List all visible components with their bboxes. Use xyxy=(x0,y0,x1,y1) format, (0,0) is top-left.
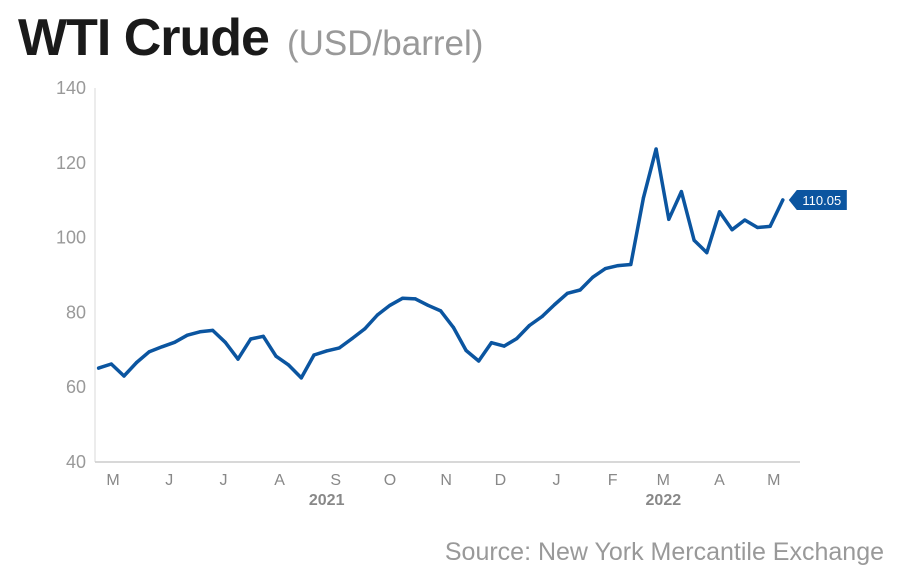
y-tick-label: 100 xyxy=(56,228,86,248)
x-tick-label: F xyxy=(608,472,618,489)
price-point xyxy=(97,366,101,370)
price-point xyxy=(198,330,202,334)
y-tick-label: 80 xyxy=(66,302,86,322)
x-tick-label: A xyxy=(274,472,285,489)
price-point xyxy=(768,224,772,228)
price-point xyxy=(375,313,379,317)
year-labels: 2021 2022 xyxy=(309,492,681,509)
price-point xyxy=(679,190,684,194)
price-point xyxy=(654,147,658,151)
price-point xyxy=(350,337,354,341)
price-point xyxy=(426,303,430,307)
price-point xyxy=(325,349,329,353)
price-point xyxy=(261,334,265,338)
x-tick-label: N xyxy=(440,472,452,489)
price-point xyxy=(692,238,696,242)
y-tick-label: 140 xyxy=(56,78,86,98)
price-point xyxy=(705,251,709,255)
price-point xyxy=(413,297,417,301)
price-point xyxy=(185,333,189,337)
x-tick-label: M xyxy=(657,472,670,489)
price-point xyxy=(755,225,760,230)
price-point xyxy=(527,323,532,328)
x-tick-label: D xyxy=(495,472,507,489)
price-point xyxy=(236,357,240,361)
price-point xyxy=(388,303,392,307)
price-point xyxy=(641,196,646,200)
price-point xyxy=(439,309,443,313)
last-value-label: 110.05 xyxy=(802,193,841,208)
price-point xyxy=(743,218,747,222)
price-point xyxy=(565,291,570,295)
y-tick-label: 120 xyxy=(56,153,86,173)
price-point xyxy=(629,262,633,267)
price-point xyxy=(540,314,544,319)
x-tick-label: O xyxy=(384,472,396,489)
price-point xyxy=(211,328,215,332)
price-point xyxy=(464,348,468,353)
price-point xyxy=(553,302,557,307)
price-point xyxy=(717,210,722,214)
price-point xyxy=(337,346,341,350)
price-point xyxy=(591,275,595,279)
price-point xyxy=(160,345,164,349)
price-point xyxy=(287,363,291,367)
price-point xyxy=(616,264,620,268)
x-tick-label: S xyxy=(330,472,341,489)
price-point xyxy=(667,217,671,221)
last-value-flag: 110.05 xyxy=(788,190,847,211)
source-note: Source: New York Mercantile Exchange xyxy=(445,538,884,566)
price-line xyxy=(96,147,785,380)
price-point xyxy=(249,337,253,341)
price-point xyxy=(578,288,582,292)
price-point xyxy=(223,340,227,344)
price-point xyxy=(173,340,177,344)
chart-title-main: WTI Crude xyxy=(18,9,269,67)
price-point xyxy=(122,374,126,378)
x-tick-label: A xyxy=(714,472,725,489)
y-tick-label: 40 xyxy=(66,452,86,472)
price-point xyxy=(781,198,785,202)
price-point xyxy=(451,325,455,329)
x-tick-label: J xyxy=(220,472,228,489)
price-point xyxy=(274,354,278,358)
last-value-flag-shape xyxy=(788,190,847,211)
x-tick-label: M xyxy=(106,472,119,489)
price-point xyxy=(299,376,303,380)
series-layer xyxy=(96,147,785,380)
x-tick-label: J xyxy=(165,472,173,489)
year-label: 2021 xyxy=(309,492,345,509)
price-point xyxy=(502,344,506,348)
price-point xyxy=(363,327,367,331)
price-point xyxy=(135,360,139,365)
price-point xyxy=(730,228,734,232)
price-point xyxy=(489,341,493,345)
price-point xyxy=(603,267,608,271)
chart-title: WTI Crude (USD/barrel) xyxy=(18,9,483,67)
price-point xyxy=(312,353,316,357)
chart-title-unit: (USD/barrel) xyxy=(287,24,483,63)
x-tick-label: J xyxy=(553,472,561,489)
y-axis-ticks: 40 60 80 100 120 140 xyxy=(56,78,86,472)
price-point xyxy=(477,359,481,363)
price-point xyxy=(401,296,405,300)
price-point xyxy=(147,350,151,354)
x-tick-label: M xyxy=(767,472,780,489)
price-point xyxy=(515,337,519,341)
year-label: 2022 xyxy=(646,492,682,509)
price-point xyxy=(109,362,113,366)
y-tick-label: 60 xyxy=(66,377,86,397)
